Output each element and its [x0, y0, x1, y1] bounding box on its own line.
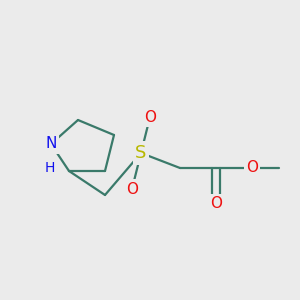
Text: S: S — [135, 144, 147, 162]
Text: O: O — [210, 196, 222, 211]
Text: O: O — [246, 160, 258, 175]
Text: H: H — [44, 161, 55, 175]
Text: O: O — [144, 110, 156, 124]
Text: O: O — [126, 182, 138, 196]
Text: N: N — [45, 136, 57, 152]
